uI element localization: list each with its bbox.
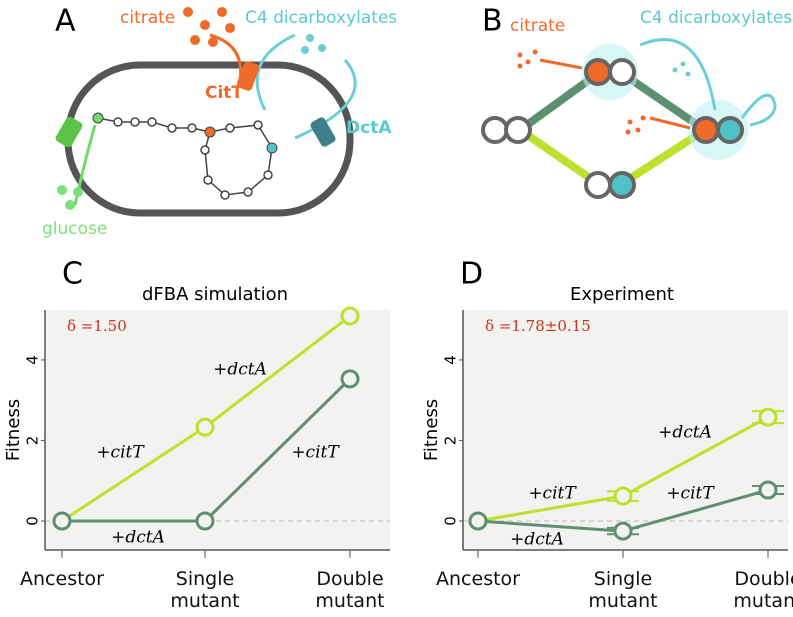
annotation: +citT [96,443,145,463]
node [266,142,278,154]
y-axis-label: Fitness [421,399,442,461]
y-tick-label: 2 [442,436,460,446]
x-tick-label: Double mutant [733,568,793,612]
x-tick-label: Ancestor [436,568,520,590]
data-point [613,486,633,506]
network [97,117,273,196]
chart-title: dFBA simulation [142,284,288,305]
annotation: +citT [528,484,577,504]
annotation: +citT [666,484,715,504]
data-point [468,511,488,531]
x-tick-label: Ancestor [20,568,104,590]
data-point [613,521,633,541]
node [92,112,104,124]
y-tick-label: 0 [24,516,42,526]
transporter [236,61,260,91]
node [204,126,216,138]
panel-label: A [55,4,76,39]
arrow [740,93,777,127]
c4-dots [301,34,326,54]
plot-area [45,310,390,550]
arrow [639,38,717,111]
genotype-nodes [481,58,744,199]
panel-label: D [460,257,483,292]
citrate-dots [183,7,235,47]
plot-area [463,310,788,550]
label: C4 dicarboxylates [245,8,397,28]
data-point [52,511,72,531]
data-point [340,369,360,389]
data-point [340,306,360,326]
label: CitT [205,83,243,103]
y-tick-label: 4 [24,355,42,365]
transporter [55,116,83,148]
glucose-dots [57,185,83,210]
label: C4 dicarboxylates [640,8,792,28]
data-point [195,511,215,531]
delta-label: δ =1.50 [67,317,127,335]
arrow [539,58,583,70]
label: citrate [510,16,565,36]
panel-label: C [62,257,83,292]
annotation: +dctA [111,528,165,548]
label: citrate [120,8,175,28]
arrow [255,33,296,111]
c4-dots [672,61,691,77]
y-tick-label: 0 [442,516,460,526]
citrate-dots [517,49,646,135]
x-tick-label: Double mutant [315,568,385,612]
y-axis-label: Fitness [3,399,24,461]
x-tick-label: Single mutant [170,568,240,612]
label: DctA [346,118,392,138]
arrow [649,116,691,130]
chart-title: Experiment [570,284,674,305]
annotation: +dctA [658,423,712,443]
x-tick-label: Single mutant [588,568,658,612]
annotation: +citT [291,443,340,463]
arrow [294,59,357,140]
data-point [758,480,778,500]
data-point [758,407,778,427]
annotation: +dctA [510,530,564,550]
y-tick-label: 2 [24,436,42,446]
network-nodes [113,117,273,200]
delta-label: δ =1.78±0.15 [485,317,591,335]
label: glucose [42,219,107,239]
transporter [310,117,336,147]
y-tick-label: 4 [442,355,460,365]
annotation: +dctA [213,360,267,380]
panel-label: B [482,4,503,39]
data-point [195,417,215,437]
